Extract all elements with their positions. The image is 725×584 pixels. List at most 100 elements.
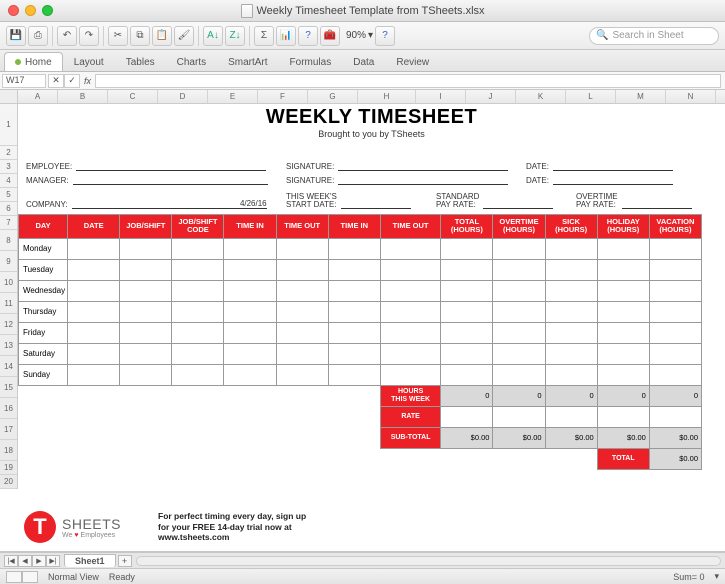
data-cell[interactable] xyxy=(68,364,120,385)
row-header[interactable]: 11 xyxy=(0,293,17,314)
data-cell[interactable] xyxy=(172,343,224,364)
data-cell[interactable] xyxy=(380,343,440,364)
data-cell[interactable] xyxy=(172,280,224,301)
tab-charts[interactable]: Charts xyxy=(166,52,217,71)
data-cell[interactable] xyxy=(276,238,328,259)
view-help-button[interactable]: ? xyxy=(375,26,395,46)
close-window-button[interactable] xyxy=(8,5,19,16)
data-cell[interactable] xyxy=(328,364,380,385)
add-sheet-button[interactable]: + xyxy=(118,555,132,567)
row-header[interactable]: 19 xyxy=(0,461,17,475)
week-start-field[interactable] xyxy=(341,199,411,209)
data-cell[interactable] xyxy=(224,259,276,280)
tab-layout[interactable]: Layout xyxy=(63,52,115,71)
data-cell[interactable] xyxy=(224,343,276,364)
data-cell[interactable] xyxy=(649,301,701,322)
data-cell[interactable] xyxy=(172,238,224,259)
row-header[interactable]: 14 xyxy=(0,356,17,377)
data-cell[interactable] xyxy=(649,280,701,301)
data-cell[interactable] xyxy=(441,301,493,322)
print-button[interactable]: ⎙ xyxy=(28,26,48,46)
data-cell[interactable] xyxy=(120,364,172,385)
data-cell[interactable] xyxy=(545,259,597,280)
row-header[interactable]: 10 xyxy=(0,272,17,293)
accept-formula-button[interactable]: ✓ xyxy=(64,74,80,88)
date-field[interactable] xyxy=(553,161,673,171)
data-cell[interactable] xyxy=(493,280,545,301)
row-header[interactable]: 13 xyxy=(0,335,17,356)
data-cell[interactable] xyxy=(649,238,701,259)
chart-button[interactable]: 📊 xyxy=(276,26,296,46)
data-cell[interactable] xyxy=(380,280,440,301)
col-header[interactable]: G xyxy=(308,90,358,103)
row-header[interactable]: 4 xyxy=(0,174,17,188)
data-cell[interactable] xyxy=(493,238,545,259)
col-header[interactable]: K xyxy=(516,90,566,103)
col-header[interactable]: D xyxy=(158,90,208,103)
signature-field[interactable] xyxy=(338,161,508,171)
std-rate-field[interactable] xyxy=(483,199,553,209)
data-cell[interactable] xyxy=(493,343,545,364)
cut-button[interactable]: ✂ xyxy=(108,26,128,46)
row-header[interactable]: 9 xyxy=(0,251,17,272)
help-button[interactable]: ? xyxy=(298,26,318,46)
data-cell[interactable] xyxy=(328,280,380,301)
col-header[interactable]: E xyxy=(208,90,258,103)
data-cell[interactable] xyxy=(493,364,545,385)
data-cell[interactable] xyxy=(597,301,649,322)
row-header[interactable]: 1 xyxy=(0,104,17,146)
data-cell[interactable] xyxy=(441,280,493,301)
autosum-button[interactable]: Σ xyxy=(254,26,274,46)
rate-total[interactable] xyxy=(441,406,493,427)
col-header[interactable]: M xyxy=(616,90,666,103)
data-cell[interactable] xyxy=(545,364,597,385)
data-cell[interactable] xyxy=(328,301,380,322)
data-cell[interactable] xyxy=(545,280,597,301)
col-header[interactable]: I xyxy=(416,90,466,103)
row-header[interactable]: 12 xyxy=(0,314,17,335)
data-cell[interactable] xyxy=(276,301,328,322)
row-header[interactable]: 3 xyxy=(0,160,17,174)
data-cell[interactable] xyxy=(545,238,597,259)
employee-field[interactable] xyxy=(76,161,266,171)
row-header[interactable]: 5 xyxy=(0,188,17,202)
data-cell[interactable] xyxy=(597,259,649,280)
data-cell[interactable] xyxy=(68,259,120,280)
data-cell[interactable] xyxy=(328,322,380,343)
data-cell[interactable] xyxy=(545,322,597,343)
data-cell[interactable] xyxy=(224,280,276,301)
data-cell[interactable] xyxy=(68,322,120,343)
zoom-control[interactable]: 90% ▾ xyxy=(346,30,373,41)
data-cell[interactable] xyxy=(276,280,328,301)
data-cell[interactable] xyxy=(276,322,328,343)
row-header[interactable]: 20 xyxy=(0,475,17,489)
date2-field[interactable] xyxy=(553,175,673,185)
row-header[interactable]: 6 xyxy=(0,202,17,216)
col-header[interactable]: H xyxy=(358,90,416,103)
zoom-window-button[interactable] xyxy=(42,5,53,16)
data-cell[interactable] xyxy=(68,301,120,322)
cell-reference-box[interactable]: W17 xyxy=(2,74,46,88)
data-cell[interactable] xyxy=(597,364,649,385)
data-cell[interactable] xyxy=(649,259,701,280)
data-cell[interactable] xyxy=(328,343,380,364)
data-cell[interactable] xyxy=(224,238,276,259)
rate-vacation[interactable] xyxy=(649,406,701,427)
page-layout-view-button[interactable] xyxy=(22,571,38,583)
col-header[interactable]: A xyxy=(18,90,58,103)
rate-holiday[interactable] xyxy=(597,406,649,427)
data-cell[interactable] xyxy=(120,301,172,322)
data-cell[interactable] xyxy=(120,280,172,301)
row-header[interactable]: 17 xyxy=(0,419,17,440)
horizontal-scrollbar[interactable] xyxy=(136,556,721,566)
data-cell[interactable] xyxy=(441,364,493,385)
rate-ot[interactable] xyxy=(493,406,545,427)
row-header[interactable]: 2 xyxy=(0,146,17,160)
data-cell[interactable] xyxy=(172,301,224,322)
data-cell[interactable] xyxy=(597,280,649,301)
tab-tables[interactable]: Tables xyxy=(115,52,166,71)
data-cell[interactable] xyxy=(380,322,440,343)
cancel-formula-button[interactable]: ✕ xyxy=(48,74,64,88)
sheet-tab[interactable]: Sheet1 xyxy=(64,554,116,567)
row-header[interactable]: 18 xyxy=(0,440,17,461)
